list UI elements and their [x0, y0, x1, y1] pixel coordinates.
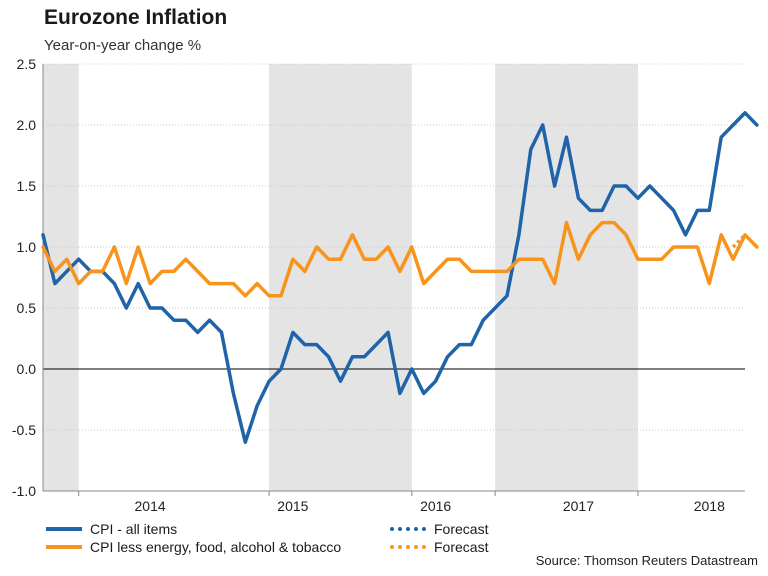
y-tick-label: 2.5: [17, 56, 37, 72]
x-tick-label: 2014: [135, 498, 166, 514]
chart-title: Eurozone Inflation: [44, 6, 228, 29]
source-note: Source: Thomson Reuters Datastream: [535, 553, 758, 568]
legend-swatch-cpi-forecast: [390, 527, 426, 531]
legend-item-cpi-forecast: Forecast: [390, 521, 488, 537]
x-tick-label: 2016: [420, 498, 451, 514]
series-line-cpi-forecast: [731, 111, 747, 127]
y-tick-label: 1.0: [17, 239, 37, 255]
legend-label-core-forecast: Forecast: [434, 539, 489, 555]
shaded-band-2: [495, 64, 638, 491]
legend-item-cpi: CPI - all items: [46, 521, 177, 537]
y-tick-label: -0.5: [12, 422, 36, 438]
chart-subtitle: Year-on-year change %: [44, 37, 202, 54]
x-tick-label: 2017: [563, 498, 594, 514]
legend-swatch-cpi: [46, 527, 82, 531]
legend-item-core-forecast: Forecast: [390, 539, 488, 555]
y-tick-label: -1.0: [12, 483, 36, 499]
series-line-cpi: [41, 111, 759, 444]
y-tick-label: 2.0: [17, 117, 37, 133]
series-line-core: [41, 220, 759, 298]
series-line-core-forecast: [731, 233, 747, 249]
shaded-band-1: [269, 64, 412, 491]
legend-label-core: CPI less energy, food, alcohol & tobacco: [90, 539, 342, 555]
y-tick-label: 1.5: [17, 178, 37, 194]
y-tick-label: 0.0: [17, 361, 37, 377]
legend-label-cpi: CPI - all items: [90, 521, 178, 537]
x-tick-label: 2018: [694, 498, 725, 514]
legend-item-core: CPI less energy, food, alcohol & tobacco: [46, 539, 341, 555]
x-tick-label: 2015: [277, 498, 308, 514]
legend-label-cpi-forecast: Forecast: [434, 521, 489, 537]
legend-swatch-core: [46, 545, 82, 549]
y-tick-label: 0.5: [17, 300, 37, 316]
legend-swatch-core-forecast: [390, 545, 426, 549]
